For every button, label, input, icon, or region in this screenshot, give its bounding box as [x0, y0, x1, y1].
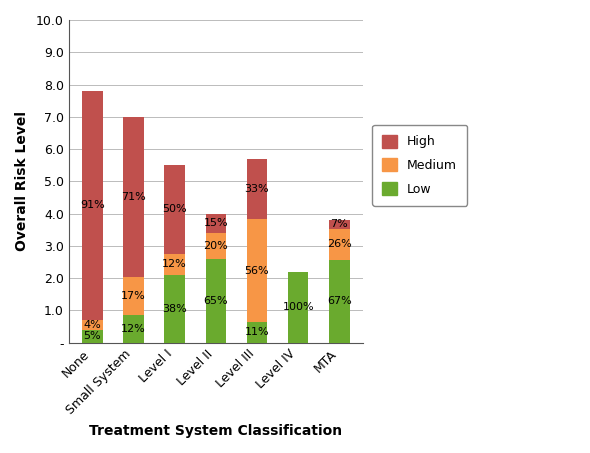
Text: 20%: 20% [204, 241, 228, 251]
Bar [123, 117, 144, 277]
Text: 5%: 5% [84, 331, 101, 341]
Bar [205, 259, 226, 342]
Bar [329, 229, 350, 260]
Text: 65%: 65% [204, 296, 228, 306]
Bar [82, 320, 103, 330]
Bar [205, 233, 226, 259]
Legend: High, Medium, Low: High, Medium, Low [372, 125, 467, 206]
Bar [329, 220, 350, 229]
Bar [123, 315, 144, 342]
Text: 15%: 15% [204, 218, 228, 228]
Bar [205, 213, 226, 233]
Y-axis label: Overall Risk Level: Overall Risk Level [15, 111, 29, 251]
Text: 4%: 4% [83, 320, 101, 330]
Text: 11%: 11% [245, 328, 269, 337]
Text: 71%: 71% [121, 192, 146, 202]
Bar [165, 165, 185, 254]
Bar [123, 277, 144, 315]
Bar [288, 272, 309, 342]
Text: 67%: 67% [327, 296, 352, 307]
Text: 12%: 12% [121, 324, 146, 334]
Bar [82, 330, 103, 342]
Bar [247, 219, 267, 323]
Text: 50%: 50% [162, 204, 187, 214]
Text: 38%: 38% [162, 304, 187, 314]
Text: 7%: 7% [330, 219, 348, 229]
Bar [82, 91, 103, 320]
Text: 56%: 56% [245, 266, 269, 276]
Text: 26%: 26% [327, 240, 352, 250]
Text: 12%: 12% [162, 260, 187, 270]
Text: 17%: 17% [121, 291, 146, 301]
Bar [329, 260, 350, 342]
Bar [165, 254, 185, 275]
X-axis label: Treatment System Classification: Treatment System Classification [89, 424, 342, 438]
Text: 91%: 91% [80, 200, 104, 211]
Bar [247, 159, 267, 219]
Text: 100%: 100% [283, 302, 314, 312]
Bar [247, 323, 267, 342]
Text: 33%: 33% [245, 184, 269, 194]
Bar [165, 275, 185, 342]
